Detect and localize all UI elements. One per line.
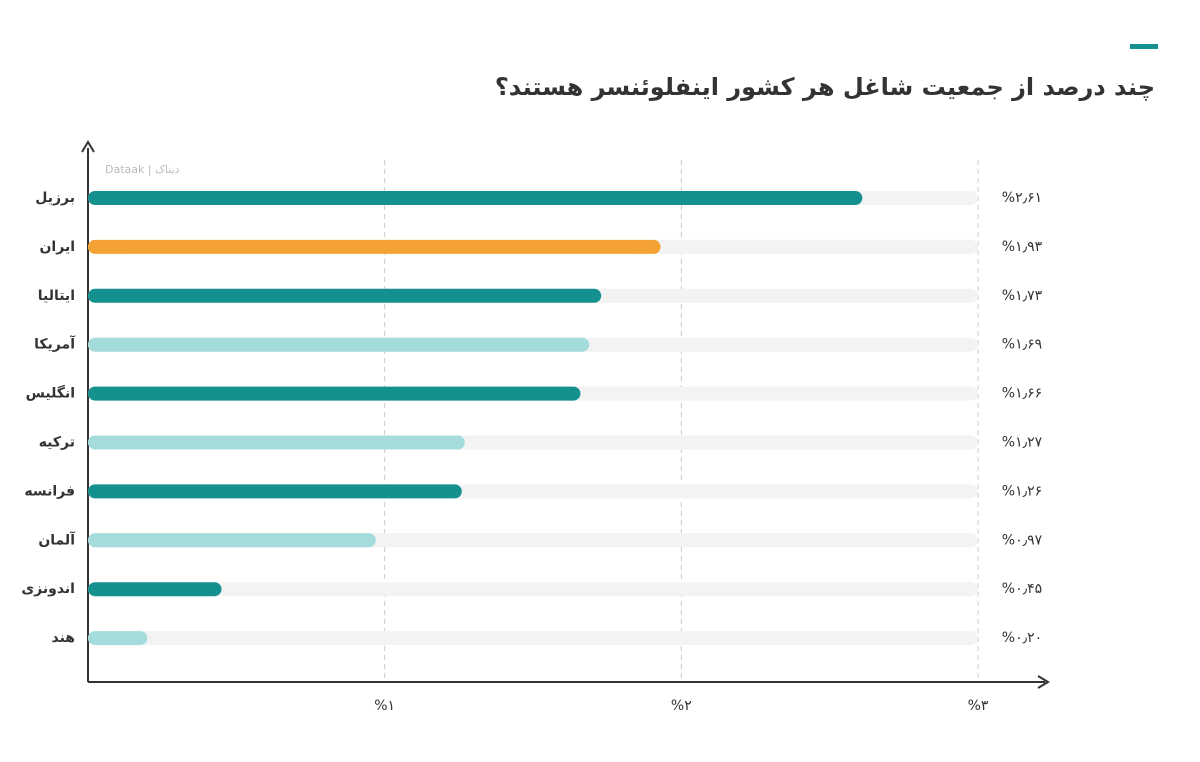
bar (88, 435, 465, 450)
bar-track (88, 582, 978, 597)
axis-arrow (81, 140, 95, 153)
bar (88, 484, 462, 499)
bar-track (88, 631, 978, 646)
axis-arrow (1037, 675, 1050, 689)
y-tick-label: هند (51, 630, 75, 646)
y-tick-label: آلمان (38, 530, 76, 548)
value-label: %۰٫۲۰ (1002, 630, 1042, 646)
x-tick-label: %۳ (968, 698, 989, 714)
value-label: %۱٫۷۳ (1002, 288, 1043, 304)
value-label: %۰٫۹۷ (1002, 532, 1043, 548)
value-label: %۱٫۹۳ (1002, 239, 1043, 255)
x-tick-label: %۲ (671, 698, 692, 714)
bar (88, 582, 222, 597)
bar (88, 386, 581, 401)
bar (88, 191, 863, 205)
bar (88, 631, 148, 646)
value-label: %۲٫۶۱ (1002, 190, 1042, 206)
y-tick-label: برزیل (35, 190, 75, 206)
y-tick-label: ایتالیا (38, 288, 75, 304)
y-tick-label: انگلیس (26, 385, 75, 402)
value-label: %۱٫۲۷ (1002, 435, 1043, 451)
value-label: %۱٫۲۶ (1002, 483, 1042, 499)
bar (88, 288, 602, 303)
y-tick-label: اندونزی (21, 581, 75, 597)
x-tick-label: %۱ (374, 698, 395, 714)
watermark: Dataak | دیتاک (105, 163, 180, 176)
bar (88, 533, 376, 548)
y-tick-label: فرانسه (24, 483, 75, 499)
value-label: %۱٫۶۹ (1002, 337, 1042, 353)
chart-title: چند درصد از جمعیت شاغل هر کشور اینفلوئنس… (495, 73, 1155, 101)
decoration (1130, 44, 1158, 49)
value-label: %۰٫۴۵ (1002, 581, 1042, 597)
y-tick-label: ترکیه (39, 435, 75, 451)
y-tick-label: آمریکا (34, 335, 76, 353)
y-tick-label: ایران (39, 239, 75, 255)
value-label: %۱٫۶۶ (1002, 386, 1042, 402)
bar (88, 337, 590, 352)
bar (88, 239, 661, 254)
